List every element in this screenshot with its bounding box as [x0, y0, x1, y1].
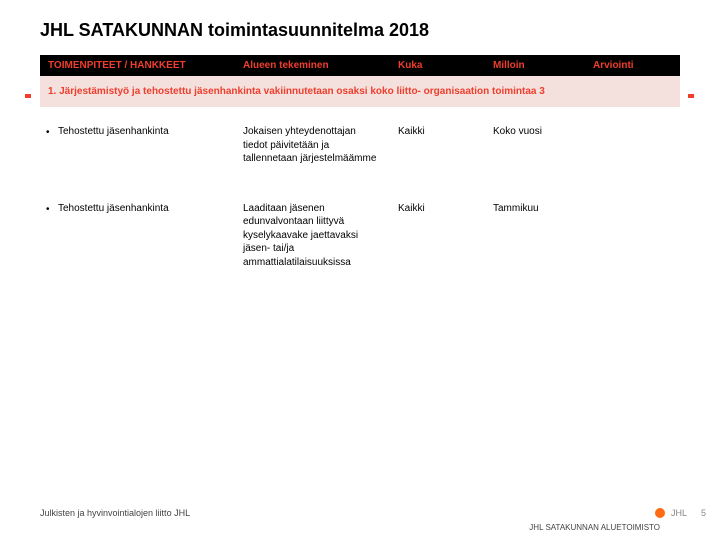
- section-row: 1. Järjestämistyö ja tehostettu jäsenhan…: [40, 76, 680, 107]
- cell-eval: [585, 184, 680, 288]
- activity-text: Tehostettu jäsenhankinta: [58, 203, 169, 214]
- col-header-who: Kuka: [390, 55, 485, 76]
- decorative-mark: [25, 94, 31, 98]
- logo-icon: [655, 508, 665, 518]
- cell-doing: Laaditaan jäsenen edunvalvontaan liittyv…: [235, 184, 390, 288]
- decorative-mark: [688, 94, 694, 98]
- bullet-icon: •: [46, 126, 50, 140]
- page-number: 5: [701, 508, 706, 518]
- section-title: 1. Järjestämistyö ja tehostettu jäsenhan…: [40, 76, 680, 107]
- cell-eval: [585, 107, 680, 184]
- cell-activity: • Tehostettu jäsenhankinta: [40, 184, 235, 288]
- footer-left: Julkisten ja hyvinvointialojen liitto JH…: [40, 508, 700, 518]
- cell-who: Kaikki: [390, 184, 485, 288]
- plan-table: TOIMENPITEET / HANKKEET Alueen tekeminen…: [40, 55, 680, 287]
- footer-brand: JHL: [671, 508, 687, 518]
- page-title: JHL SATAKUNNAN toimintasuunnitelma 2018: [40, 20, 680, 41]
- footer-right: JHL 5: [655, 508, 706, 518]
- table-header-row: TOIMENPITEET / HANKKEET Alueen tekeminen…: [40, 55, 680, 76]
- activity-text: Tehostettu jäsenhankinta: [58, 126, 169, 137]
- table-row: • Tehostettu jäsenhankinta Laaditaan jäs…: [40, 184, 680, 288]
- cell-who: Kaikki: [390, 107, 485, 184]
- cell-when: Koko vuosi: [485, 107, 585, 184]
- col-header-eval: Arviointi: [585, 55, 680, 76]
- table-row: • Tehostettu jäsenhankinta Jokaisen yhte…: [40, 107, 680, 184]
- bullet-icon: •: [46, 203, 50, 217]
- cell-activity: • Tehostettu jäsenhankinta: [40, 107, 235, 184]
- subfooter: JHL SATAKUNNAN ALUETOIMISTO: [529, 523, 660, 532]
- col-header-doing: Alueen tekeminen: [235, 55, 390, 76]
- cell-doing: Jokaisen yhteydenottajan tiedot päivitet…: [235, 107, 390, 184]
- cell-when: Tammikuu: [485, 184, 585, 288]
- col-header-activities: TOIMENPITEET / HANKKEET: [40, 55, 235, 76]
- col-header-when: Milloin: [485, 55, 585, 76]
